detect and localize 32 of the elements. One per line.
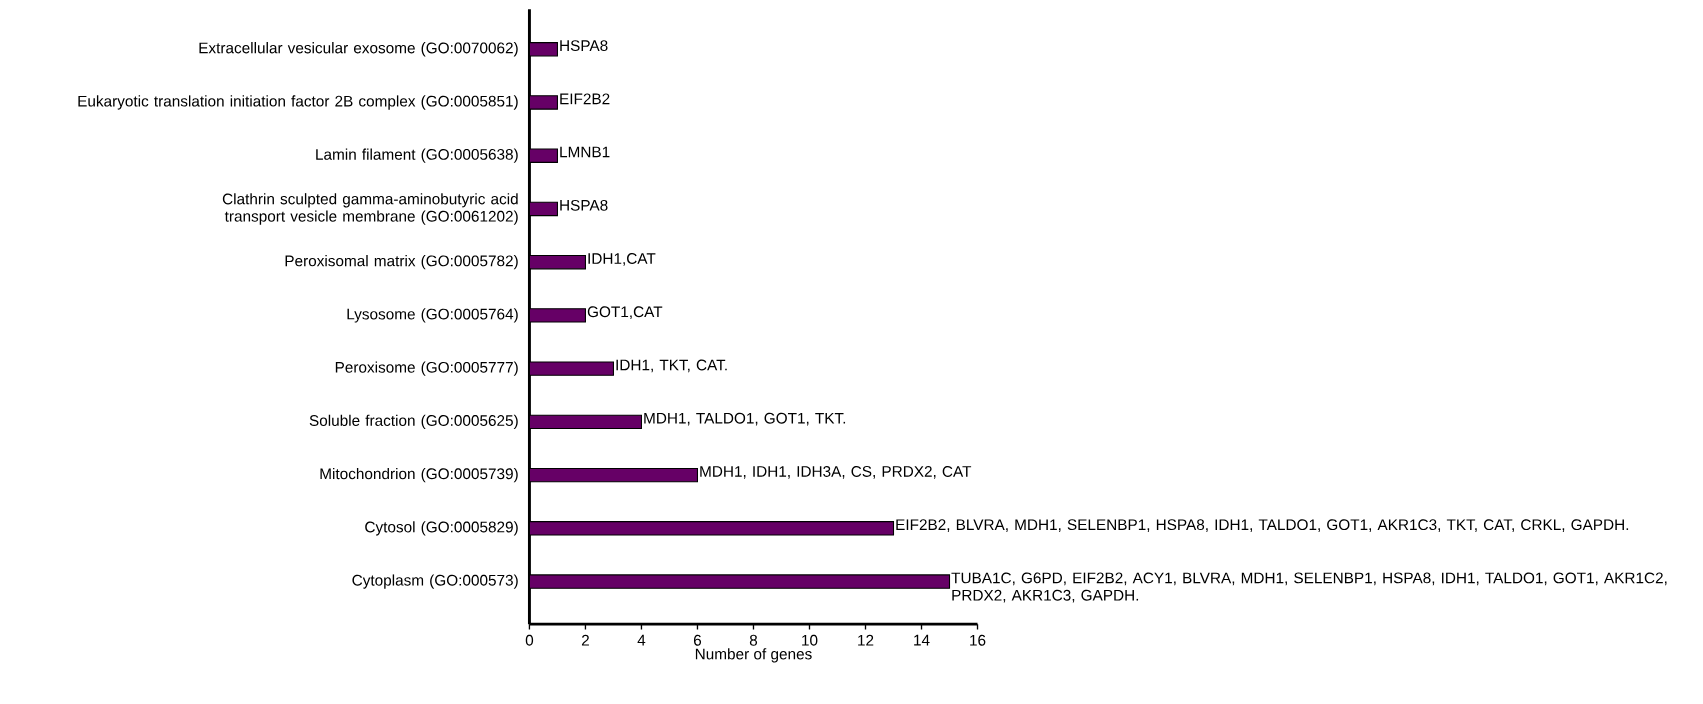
y-tick-label: Lysosome (GO:0005764) bbox=[347, 308, 518, 323]
y-tick-label: Soluble fraction (GO:0005625) bbox=[309, 414, 518, 429]
data-label: MDH1, IDH1, IDH3A, CS, PRDX2, CAT bbox=[700, 465, 972, 479]
y-tick-label: Peroxisome (GO:0005777) bbox=[335, 361, 518, 376]
data-label: LMNB1 bbox=[560, 146, 610, 158]
y-tick-label: Extracellular vesicular exosome (GO:0070062) bbox=[199, 42, 518, 57]
y-tick-label: Cytosol (GO:0005829) bbox=[365, 521, 518, 536]
y-tick-label: Eukaryotic translation initiation factor 2B complex (GO:0005851) bbox=[78, 95, 518, 110]
data-label: MDH1, TALDO1, GOT1, TKT. bbox=[644, 412, 846, 426]
x-tick-label: 6 bbox=[693, 634, 702, 646]
data-label: EIF2B2 bbox=[560, 93, 610, 105]
data-label: HSPA8 bbox=[560, 199, 608, 211]
x-tick-label: 10 bbox=[802, 634, 818, 646]
x-tick-label: 14 bbox=[914, 634, 930, 646]
data-label: TUBA1C, G6PD, EIF2B2, ACY1, BLVRA, MDH1, SELENBP1, HSPA8, IDH1, TALDO1, GOT1, AKR1C2, PRDX2, AKR1C3, GAPDH. bbox=[951, 572, 1667, 603]
y-tick-label: Cytoplasm (GO:000573) bbox=[352, 574, 518, 589]
data-label: EIF2B2, BLVRA, MDH1, SELENBP1, HSPA8, IDH1, TALDO1, GOT1, AKR1C3, TKT, CAT, CRKL, GAPDH. bbox=[896, 519, 1629, 532]
data-label: IDH1, TKT, CAT. bbox=[616, 359, 727, 373]
y-tick-label: Peroxisomal matrix (GO:0005782) bbox=[285, 254, 518, 270]
data-label: GOT1,CAT bbox=[587, 306, 663, 319]
y-tick-label: Mitochondrion (GO:0005739) bbox=[320, 467, 518, 483]
x-tick-label: 0 bbox=[525, 634, 534, 646]
x-tick-label: 4 bbox=[637, 634, 646, 646]
y-tick-label: Lamin filament (GO:0005638) bbox=[316, 148, 518, 163]
data-label: HSPA8 bbox=[560, 40, 608, 51]
data-label: IDH1,CAT bbox=[588, 253, 656, 266]
x-tick-label: 2 bbox=[581, 634, 589, 646]
x-tick-label: 16 bbox=[970, 634, 986, 646]
x-tick-label: 12 bbox=[858, 634, 874, 646]
x-tick-label: 8 bbox=[749, 634, 758, 646]
x-axis-title: Number of genes bbox=[695, 648, 812, 663]
y-tick-label: Clathrin sculpted gamma-aminobutyric acid transport vesicle membrane (GO:0061202) bbox=[222, 193, 518, 225]
